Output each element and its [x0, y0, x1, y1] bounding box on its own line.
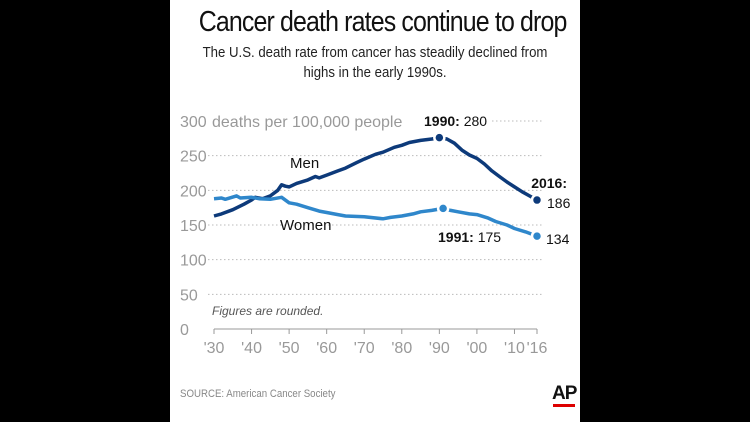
y-tick-label: 100	[180, 253, 207, 270]
chart-subtitle: The U.S. death rate from cancer has stea…	[202, 44, 548, 81]
y-tick-label: 300	[180, 114, 207, 131]
source-note: SOURCE: American Cancer Society	[180, 388, 336, 400]
chart-note: Figures are rounded.	[212, 304, 323, 318]
annotation-label: 134	[546, 231, 570, 247]
y-tick-label: 50	[180, 287, 198, 304]
x-tick-label: '80	[391, 340, 412, 357]
annotation-label: 2016:	[531, 175, 567, 191]
line-chart: 0 50 100 150 200 250 300 deaths per 100,000 peo…	[180, 113, 571, 357]
data-point-marker	[530, 229, 544, 243]
ap-logo: AP	[552, 383, 577, 404]
data-point-marker	[436, 202, 450, 215]
ap-logo-bar	[553, 404, 575, 407]
series-label-women: Women	[280, 217, 331, 234]
x-tick-label: '10	[504, 340, 525, 357]
y-tick-label: 0	[180, 322, 189, 339]
x-tick-label: '40	[241, 340, 262, 357]
x-tick-label: '90	[429, 340, 450, 357]
y-tick-label: 150	[180, 218, 207, 235]
annotation-value: 186	[547, 195, 571, 211]
series-line-women	[213, 194, 538, 238]
y-tick-label: 200	[180, 183, 207, 200]
x-tick-label: '50	[279, 340, 300, 357]
x-tick-label: '00	[466, 340, 487, 357]
annotation-label: 1990: 280	[424, 113, 487, 129]
data-point-marker	[530, 193, 544, 207]
x-tick-label: '70	[354, 340, 375, 357]
series-label-men: Men	[290, 155, 319, 172]
chart-title: Cancer death rates continue to drop	[198, 6, 568, 38]
x-tick-label: '30	[204, 340, 225, 357]
y-axis-label: deaths per 100,000 people	[212, 114, 402, 131]
y-tick-label: 250	[180, 149, 207, 166]
chart-panel: Cancer death rates continue to drop The …	[170, 0, 580, 422]
annotation-label: 1991: 175	[438, 229, 501, 245]
x-tick-label: '16	[527, 340, 548, 357]
data-point-marker	[433, 131, 446, 144]
x-tick-label: '60	[316, 340, 337, 357]
series-line-men	[213, 135, 538, 218]
